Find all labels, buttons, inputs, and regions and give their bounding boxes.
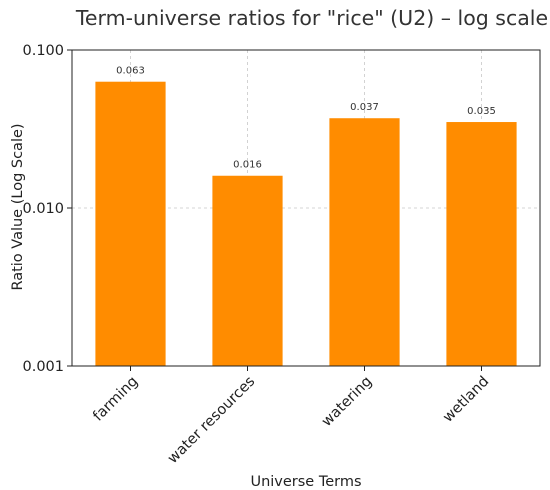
x-tick-label: farming <box>90 374 141 425</box>
y-axis-label: Ratio Value (Log Scale) <box>10 123 26 290</box>
bar-watering <box>329 118 400 367</box>
y-axis-ticks: 0.001 0.010 0.100 <box>22 43 72 375</box>
bars <box>95 81 517 367</box>
bar-farming <box>95 81 166 366</box>
x-axis-ticks: farming water resources watering wetland <box>90 366 492 467</box>
data-label: 0.016 <box>233 160 262 171</box>
x-tick-label: watering <box>319 374 375 430</box>
y-tick-label: 0.010 <box>22 201 64 217</box>
y-tick-label: 0.100 <box>22 43 64 59</box>
y-tick-label: 0.001 <box>22 359 64 375</box>
x-axis-label: Universe Terms <box>250 474 361 490</box>
data-labels: 0.063 0.016 0.037 0.035 <box>116 66 496 171</box>
chart-title: Term-universe ratios for "rice" (U2) – l… <box>75 6 548 30</box>
x-tick-label: wetland <box>440 374 492 426</box>
bar-water-resources <box>212 175 283 366</box>
data-label: 0.035 <box>467 106 496 117</box>
bar-wetland <box>446 122 517 366</box>
data-label: 0.037 <box>350 102 379 113</box>
data-label: 0.063 <box>116 66 145 77</box>
x-tick-label: water resources <box>165 374 258 467</box>
